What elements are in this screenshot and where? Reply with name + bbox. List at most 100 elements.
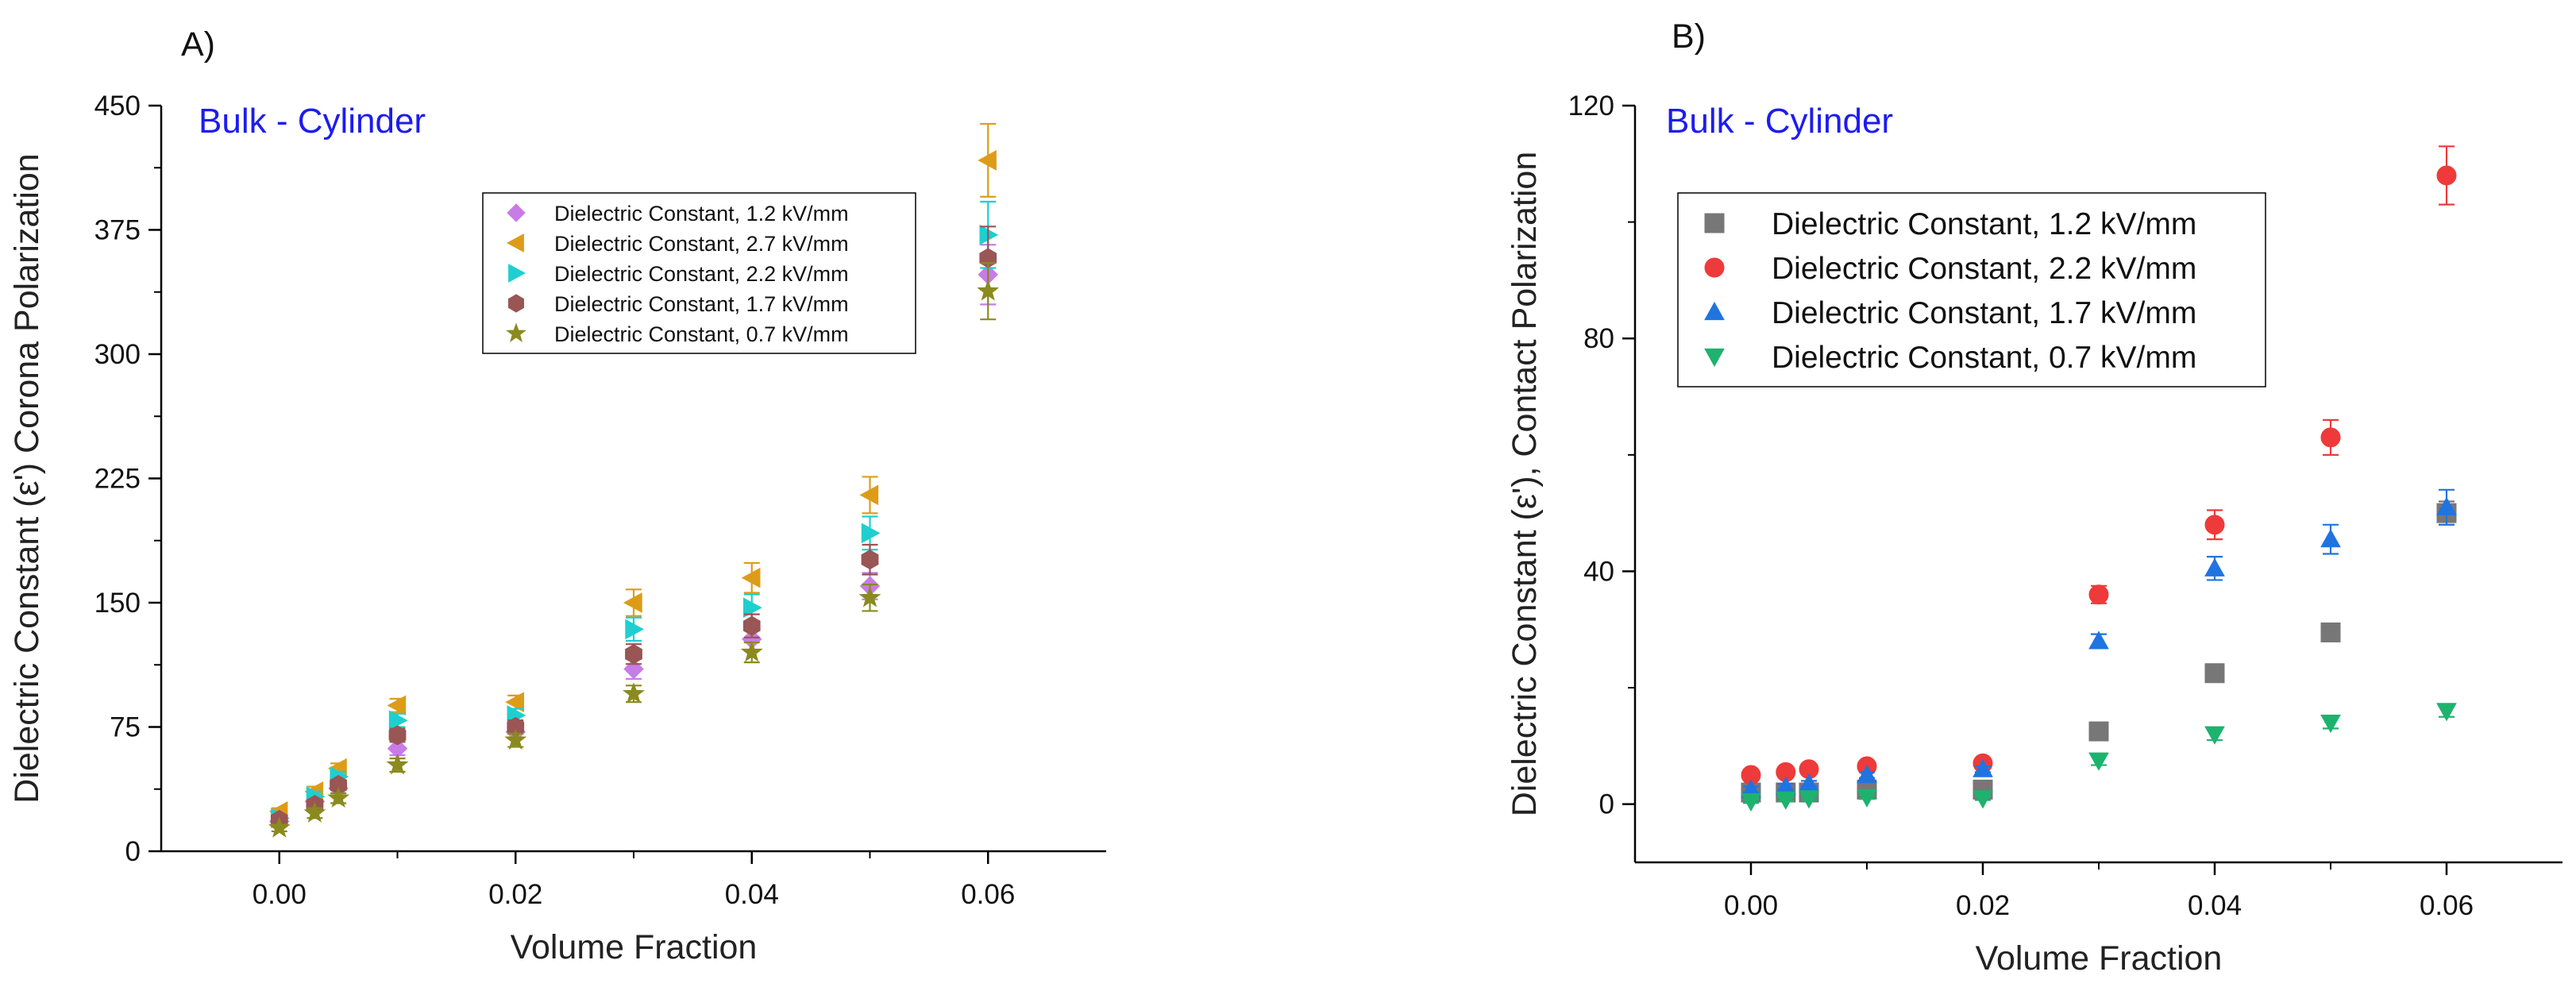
- panel-a-chart: 0 75 150 225 300 375 450 0.00 0.02 0.04 0.06 Volume…: [8, 25, 1106, 966]
- data-point: [2088, 584, 2109, 605]
- data-point: [2204, 726, 2225, 745]
- panel-label: A): [181, 25, 215, 64]
- x-axis-title: Volume Fraction: [1976, 939, 2223, 978]
- data-point: [861, 549, 879, 570]
- data-point: [743, 597, 762, 619]
- y-axis-title: Dielectric Constant (ε') Corona Polariza…: [8, 153, 46, 803]
- data-point: [386, 753, 409, 775]
- y-tick-label: 300: [94, 339, 141, 370]
- panel-label: B): [1672, 17, 1706, 56]
- y-tick-label: 0: [1599, 789, 1614, 820]
- data-point: [2320, 715, 2341, 734]
- y-tick-label: 150: [94, 588, 141, 619]
- y-tick-label: 75: [110, 712, 141, 743]
- data-point: [387, 695, 407, 716]
- y-tick-label: 80: [1583, 323, 1614, 354]
- legend-label: Dielectric Constant, 0.7 kV/mm: [554, 322, 849, 346]
- data-point: [859, 484, 879, 506]
- legend-box: [482, 192, 916, 354]
- data-point: [625, 619, 645, 640]
- legend-label: Dielectric Constant, 2.7 kV/mm: [554, 232, 849, 256]
- data-point: [2088, 752, 2109, 771]
- data-point: [2204, 557, 2225, 576]
- x-tick-label: 0.00: [1724, 890, 1778, 921]
- legend-marker: [1704, 348, 1725, 368]
- legend-marker: [507, 203, 526, 222]
- x-tick-label: 0.00: [253, 879, 307, 910]
- legend-box: [1677, 192, 2266, 388]
- data-point: [1972, 790, 1993, 809]
- x-tick-label: 0.02: [488, 879, 542, 910]
- data-point: [622, 682, 646, 704]
- x-tick-label: 0.02: [1956, 890, 2010, 921]
- legend-marker: [508, 294, 524, 313]
- panel-b-chart: 0 40 80 120 0.00 0.02 0.04 0.06 Volume Fraction D…: [1506, 17, 2563, 978]
- data-point: [977, 280, 1000, 301]
- legend-label: Dielectric Constant, 2.2 kV/mm: [554, 262, 849, 286]
- data-point: [388, 710, 408, 731]
- x-tick-label: 0.04: [2188, 890, 2242, 921]
- y-tick-label: 375: [94, 215, 141, 246]
- data-point: [861, 522, 881, 544]
- data-point: [2436, 496, 2457, 515]
- data-point: [2436, 165, 2457, 186]
- series-3: [1741, 703, 2457, 812]
- series-2: [1741, 488, 2457, 798]
- legend-label: Dielectric Constant, 2.2 kV/mm: [1772, 252, 2196, 286]
- data-point: [1741, 792, 1761, 812]
- chart-annotation: Bulk - Cylinder: [199, 102, 426, 141]
- data-point: [303, 801, 326, 823]
- data-point: [858, 586, 881, 607]
- x-tick-label: 0.04: [725, 879, 779, 910]
- data-point: [1775, 791, 1796, 810]
- data-point: [2320, 622, 2341, 642]
- x-tick-label: 0.06: [2420, 890, 2474, 921]
- data-point: [2320, 427, 2341, 448]
- legend-marker: [1704, 213, 1725, 233]
- legend-marker: [1704, 257, 1725, 278]
- data-point: [2436, 703, 2457, 722]
- legend-label: Dielectric Constant, 1.7 kV/mm: [554, 292, 849, 316]
- data-point: [505, 692, 524, 713]
- data-point: [978, 150, 997, 171]
- legend-label: Dielectric Constant, 0.7 kV/mm: [1772, 341, 2196, 375]
- legend-label: Dielectric Constant, 1.7 kV/mm: [1772, 296, 2196, 330]
- data-point: [2088, 630, 2109, 650]
- y-axis-title: Dielectric Constant (ε'), Contact Polari…: [1506, 152, 1544, 817]
- data-point: [504, 728, 527, 750]
- legend-marker: [506, 322, 526, 343]
- data-point: [268, 816, 291, 838]
- series-4: [268, 262, 1000, 838]
- legend-marker: [506, 233, 524, 253]
- legend: Dielectric Constant, 1.2 kV/mm Dielectric…: [1677, 192, 2266, 388]
- data-point: [740, 640, 763, 662]
- chart-annotation: Bulk - Cylinder: [1666, 102, 1893, 141]
- legend: Dielectric Constant, 1.2 kV/mm Dielectric…: [482, 192, 916, 354]
- data-point: [388, 725, 407, 746]
- data-point: [1857, 764, 1877, 784]
- legend-marker: [1704, 301, 1725, 321]
- data-point: [327, 786, 350, 808]
- y-tick-label: 120: [1568, 91, 1614, 121]
- data-point: [623, 592, 642, 613]
- y-tick-label: 225: [94, 464, 141, 495]
- y-tick-label: 40: [1583, 556, 1614, 587]
- legend-label: Dielectric Constant, 1.2 kV/mm: [554, 202, 849, 226]
- data-point: [2204, 515, 2225, 535]
- data-point: [2320, 529, 2341, 548]
- y-tick-label: 450: [94, 91, 141, 121]
- legend-marker: [508, 264, 526, 283]
- x-tick-label: 0.06: [961, 879, 1015, 910]
- data-point: [2088, 721, 2109, 742]
- data-point: [2204, 663, 2225, 684]
- data-point: [1972, 758, 1993, 777]
- y-tick-label: 0: [125, 836, 141, 867]
- x-axis-title: Volume Fraction: [511, 928, 758, 966]
- data-point: [1799, 790, 1819, 809]
- data-point: [1857, 789, 1877, 808]
- data-point: [741, 567, 761, 588]
- data-point: [742, 615, 761, 636]
- legend-label: Dielectric Constant, 1.2 kV/mm: [1772, 207, 2196, 241]
- data-point: [625, 644, 642, 665]
